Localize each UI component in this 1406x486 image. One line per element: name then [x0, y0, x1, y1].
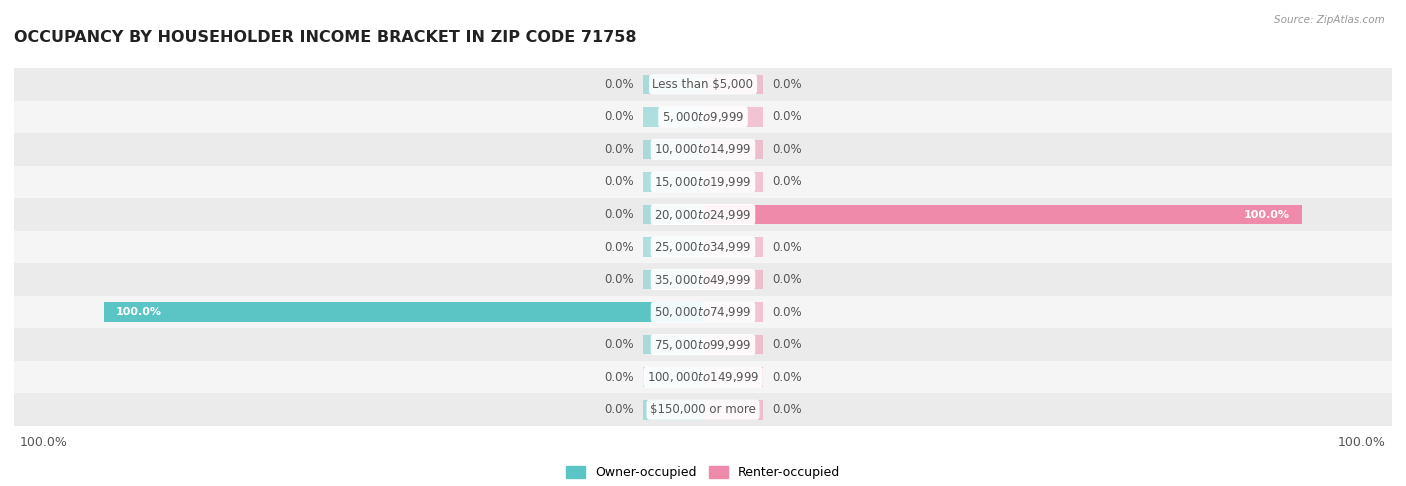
Text: 0.0%: 0.0%	[605, 143, 634, 156]
Bar	[703, 107, 763, 127]
Bar	[14, 296, 1392, 329]
Text: $150,000 or more: $150,000 or more	[650, 403, 756, 416]
Bar	[643, 302, 703, 322]
Bar	[643, 74, 703, 94]
Text: Less than $5,000: Less than $5,000	[652, 78, 754, 91]
Text: 0.0%: 0.0%	[605, 175, 634, 189]
Text: 0.0%: 0.0%	[605, 338, 634, 351]
Text: $50,000 to $74,999: $50,000 to $74,999	[654, 305, 752, 319]
Bar	[14, 101, 1392, 133]
Text: 0.0%: 0.0%	[772, 143, 801, 156]
Bar	[643, 270, 703, 289]
Bar	[703, 400, 763, 419]
Bar	[14, 231, 1392, 263]
Bar	[703, 237, 763, 257]
Bar	[643, 367, 703, 387]
Text: 0.0%: 0.0%	[605, 208, 634, 221]
Bar	[14, 68, 1392, 101]
Text: $5,000 to $9,999: $5,000 to $9,999	[662, 110, 744, 124]
Text: 0.0%: 0.0%	[605, 78, 634, 91]
Text: 0.0%: 0.0%	[772, 78, 801, 91]
Text: 0.0%: 0.0%	[605, 241, 634, 254]
Bar	[703, 367, 763, 387]
Bar	[703, 172, 763, 192]
Text: 100.0%: 100.0%	[20, 436, 67, 450]
Text: 0.0%: 0.0%	[772, 241, 801, 254]
Bar	[104, 302, 703, 322]
Bar	[643, 335, 703, 354]
Bar	[703, 335, 763, 354]
Text: 0.0%: 0.0%	[605, 273, 634, 286]
Bar	[703, 302, 763, 322]
Text: 0.0%: 0.0%	[605, 403, 634, 416]
Bar	[643, 107, 703, 127]
Text: 0.0%: 0.0%	[605, 110, 634, 123]
Text: 0.0%: 0.0%	[605, 371, 634, 384]
Text: $10,000 to $14,999: $10,000 to $14,999	[654, 142, 752, 156]
Bar	[14, 198, 1392, 231]
Text: $15,000 to $19,999: $15,000 to $19,999	[654, 175, 752, 189]
Bar	[643, 139, 703, 159]
Bar	[14, 133, 1392, 166]
Text: 100.0%: 100.0%	[115, 307, 162, 317]
Bar	[643, 400, 703, 419]
Bar	[703, 205, 763, 224]
Bar	[703, 270, 763, 289]
Text: $25,000 to $34,999: $25,000 to $34,999	[654, 240, 752, 254]
Bar	[643, 172, 703, 192]
Text: $75,000 to $99,999: $75,000 to $99,999	[654, 338, 752, 352]
Text: 100.0%: 100.0%	[1339, 436, 1386, 450]
Text: 0.0%: 0.0%	[772, 273, 801, 286]
Text: 0.0%: 0.0%	[772, 403, 801, 416]
Bar	[14, 394, 1392, 426]
Bar	[703, 205, 1302, 224]
Text: 100.0%: 100.0%	[1244, 209, 1291, 220]
Bar	[14, 263, 1392, 296]
Text: 0.0%: 0.0%	[772, 371, 801, 384]
Legend: Owner-occupied, Renter-occupied: Owner-occupied, Renter-occupied	[561, 461, 845, 484]
Text: $20,000 to $24,999: $20,000 to $24,999	[654, 208, 752, 222]
Bar	[14, 329, 1392, 361]
Bar	[14, 361, 1392, 394]
Bar	[703, 139, 763, 159]
Bar	[703, 74, 763, 94]
Text: 0.0%: 0.0%	[772, 110, 801, 123]
Bar	[643, 237, 703, 257]
Text: $35,000 to $49,999: $35,000 to $49,999	[654, 273, 752, 287]
Text: Source: ZipAtlas.com: Source: ZipAtlas.com	[1274, 15, 1385, 25]
Bar	[14, 166, 1392, 198]
Text: $100,000 to $149,999: $100,000 to $149,999	[647, 370, 759, 384]
Text: 0.0%: 0.0%	[772, 338, 801, 351]
Bar	[643, 205, 703, 224]
Text: 0.0%: 0.0%	[772, 175, 801, 189]
Text: 0.0%: 0.0%	[772, 306, 801, 319]
Text: OCCUPANCY BY HOUSEHOLDER INCOME BRACKET IN ZIP CODE 71758: OCCUPANCY BY HOUSEHOLDER INCOME BRACKET …	[14, 30, 637, 45]
